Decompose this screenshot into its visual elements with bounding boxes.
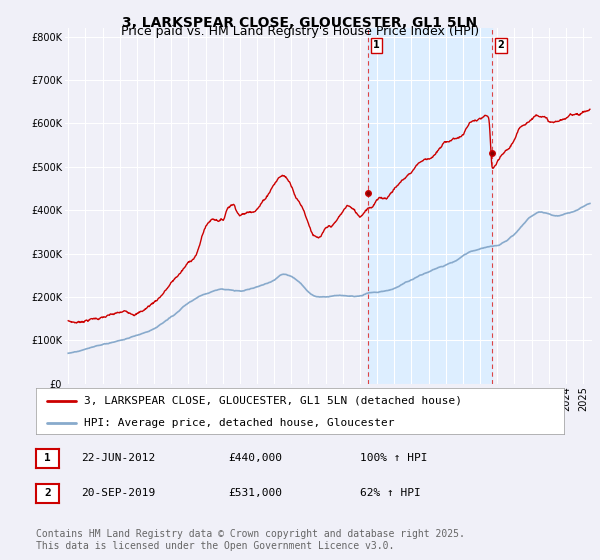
Text: Contains HM Land Registry data © Crown copyright and database right 2025.
This d: Contains HM Land Registry data © Crown c…: [36, 529, 465, 551]
Text: Price paid vs. HM Land Registry's House Price Index (HPI): Price paid vs. HM Land Registry's House …: [121, 25, 479, 38]
Text: 3, LARKSPEAR CLOSE, GLOUCESTER, GL1 5LN (detached house): 3, LARKSPEAR CLOSE, GLOUCESTER, GL1 5LN …: [83, 396, 461, 406]
Text: 1: 1: [44, 453, 51, 463]
Text: 20-SEP-2019: 20-SEP-2019: [81, 488, 155, 498]
Text: £531,000: £531,000: [228, 488, 282, 498]
Text: 2: 2: [497, 40, 505, 50]
Text: 2: 2: [44, 488, 51, 498]
Text: HPI: Average price, detached house, Gloucester: HPI: Average price, detached house, Glou…: [83, 418, 394, 427]
Text: 100% ↑ HPI: 100% ↑ HPI: [360, 452, 427, 463]
Text: 22-JUN-2012: 22-JUN-2012: [81, 452, 155, 463]
Text: £440,000: £440,000: [228, 452, 282, 463]
Text: 62% ↑ HPI: 62% ↑ HPI: [360, 488, 421, 498]
Text: 3, LARKSPEAR CLOSE, GLOUCESTER, GL1 5LN: 3, LARKSPEAR CLOSE, GLOUCESTER, GL1 5LN: [122, 16, 478, 30]
Text: 1: 1: [373, 40, 380, 50]
Bar: [368, 28, 493, 384]
